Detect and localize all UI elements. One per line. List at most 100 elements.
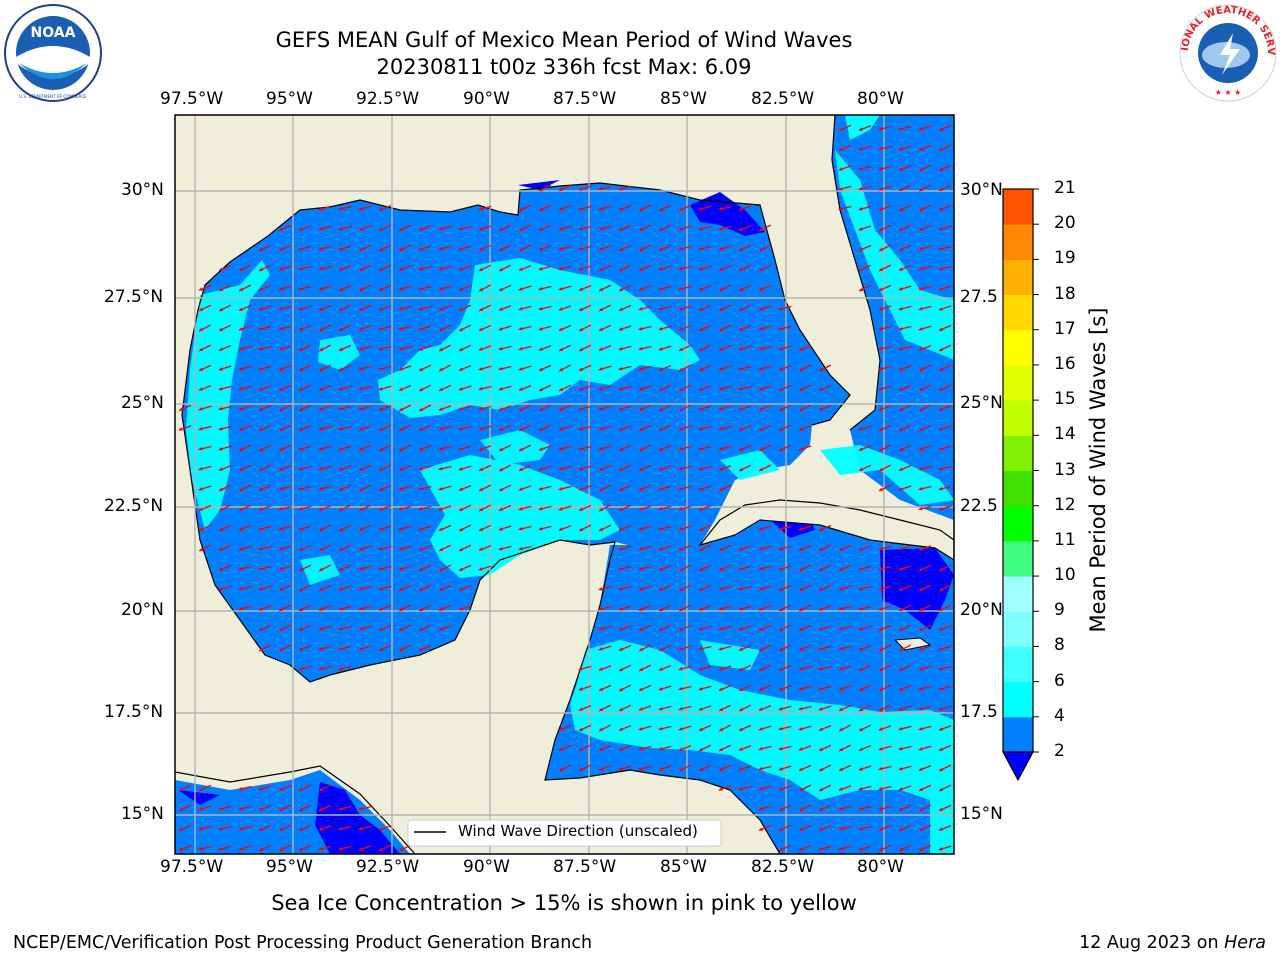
wave-direction-arrowhead	[659, 407, 664, 412]
wave-direction-arrowhead	[699, 307, 704, 311]
wave-direction-arrowhead	[619, 667, 624, 672]
wave-direction-arrowhead	[639, 207, 644, 211]
wave-direction-arrowhead	[618, 727, 623, 731]
wave-direction-arrowhead	[238, 386, 243, 391]
wave-direction-arrowhead	[379, 487, 384, 491]
wave-direction-arrowhead	[219, 287, 224, 292]
wave-direction-arrowhead	[478, 567, 483, 571]
wave-direction-arrowhead	[319, 387, 323, 391]
wave-direction-arrowhead	[939, 787, 944, 792]
wave-direction-arrowhead	[258, 346, 263, 351]
colorbar-tick-label: 2	[1054, 741, 1065, 761]
wave-direction-arrowhead	[439, 527, 443, 531]
wave-direction-arrowhead	[639, 267, 644, 271]
wave-direction-arrowhead	[538, 247, 543, 251]
wave-direction-arrowhead	[718, 626, 723, 631]
wave-direction-arrowhead	[859, 707, 864, 712]
wave-direction-arrowhead	[578, 287, 583, 291]
colorbar-segment	[1003, 294, 1033, 331]
wave-direction-arrowhead	[358, 626, 363, 631]
wave-direction-arrowhead	[738, 207, 743, 211]
wave-direction-arrowhead	[758, 827, 763, 831]
wave-direction-arrowhead	[798, 666, 803, 671]
wave-direction-arrowhead	[318, 446, 323, 451]
wave-direction-arrowhead	[259, 847, 264, 852]
wave-direction-arrowhead	[418, 347, 423, 351]
wave-direction-arrowhead	[638, 507, 643, 511]
wave-direction-arrowhead	[719, 727, 724, 732]
wave-direction-arrowhead	[238, 847, 243, 851]
wave-direction-arrowhead	[758, 346, 763, 351]
wave-direction-arrowhead	[318, 807, 323, 811]
lon-tick-top: 80°W	[857, 89, 904, 109]
wave-direction-arrowhead	[919, 607, 924, 612]
wave-direction-arrowhead	[599, 327, 604, 331]
wave-direction-arrowhead	[519, 447, 524, 452]
wave-direction-arrowhead	[899, 447, 904, 452]
wave-direction-arrowhead	[918, 547, 923, 551]
wave-direction-arrowhead	[258, 287, 263, 291]
wave-direction-arrowhead	[478, 247, 483, 251]
wave-direction-arrowhead	[418, 327, 423, 331]
wave-direction-arrowhead	[599, 487, 604, 492]
wave-direction-arrowhead	[358, 327, 363, 331]
wave-direction-arrowhead	[839, 747, 844, 752]
wave-direction-arrowhead	[738, 347, 743, 351]
wave-direction-arrowhead	[218, 347, 223, 351]
wave-direction-arrowhead	[718, 667, 723, 671]
wave-direction-arrowhead	[378, 366, 383, 371]
wave-direction-arrowhead	[678, 427, 683, 431]
wave-direction-arrowhead	[798, 686, 803, 691]
wave-direction-arrowhead	[439, 367, 444, 372]
wave-direction-arrowhead	[938, 847, 943, 851]
wave-direction-arrowhead	[598, 186, 603, 191]
wave-direction-arrowhead	[779, 667, 783, 671]
wave-direction-arrowhead	[559, 747, 563, 751]
wave-direction-arrowhead	[618, 346, 623, 351]
wave-direction-arrowhead	[318, 507, 323, 511]
wave-direction-arrowhead	[538, 447, 543, 451]
wave-direction-arrowhead	[339, 547, 344, 552]
wave-direction-arrowhead	[798, 527, 803, 531]
wave-direction-arrowhead	[239, 487, 244, 492]
wave-direction-arrowhead	[358, 606, 363, 611]
wave-direction-arrowhead	[938, 627, 943, 631]
wave-direction-arrowhead	[918, 706, 923, 711]
wave-direction-arrowhead	[699, 327, 704, 332]
wave-direction-arrowhead	[858, 166, 863, 171]
wave-direction-arrowhead	[798, 547, 803, 551]
lat-tick-left: 17.5°N	[104, 702, 164, 722]
wave-direction-arrowhead	[859, 267, 864, 272]
wave-direction-arrowhead	[878, 727, 883, 731]
wave-direction-arrowhead	[839, 707, 844, 711]
wave-direction-arrowhead	[758, 387, 763, 391]
wave-direction-arrowhead	[839, 567, 843, 571]
wave-direction-arrowhead	[658, 326, 663, 331]
wave-direction-arrowhead	[778, 546, 783, 551]
wave-direction-arrowhead	[658, 247, 663, 251]
wave-direction-arrowhead	[698, 466, 703, 471]
wave-direction-arrowhead	[358, 347, 363, 351]
wave-direction-arrowhead	[698, 507, 703, 511]
noaa-logo-icon: NOAA U.S. DEPARTMENT OF COMMERCE	[4, 4, 102, 102]
wave-direction-arrowhead	[278, 247, 283, 251]
wave-direction-arrowhead	[338, 606, 343, 611]
wave-direction-arrowhead	[198, 827, 203, 831]
wave-direction-arrowhead	[899, 627, 904, 632]
wave-direction-arrowhead	[178, 427, 183, 431]
wave-direction-arrowhead	[218, 586, 223, 591]
wave-direction-arrowhead	[199, 547, 204, 552]
wave-direction-arrowhead	[538, 326, 543, 331]
wave-direction-arrowhead	[799, 567, 804, 571]
wave-direction-arrowhead	[519, 227, 524, 232]
wave-direction-arrowhead	[358, 586, 363, 591]
wave-direction-arrowhead	[338, 367, 343, 371]
wave-direction-arrowhead	[359, 527, 364, 531]
wave-direction-arrowhead	[618, 307, 623, 311]
wave-direction-arrowhead	[278, 787, 283, 791]
wave-direction-arrowhead	[298, 847, 303, 851]
wave-direction-arrowhead	[558, 466, 563, 471]
wave-direction-arrowhead	[419, 367, 424, 372]
wave-direction-arrowhead	[819, 567, 824, 572]
wave-direction-arrowhead	[298, 647, 303, 651]
